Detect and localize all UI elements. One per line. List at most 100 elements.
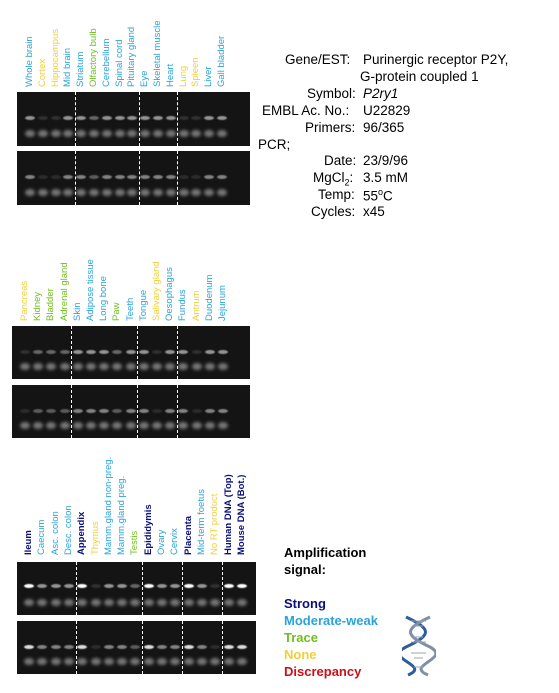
product-band xyxy=(223,645,234,649)
legend-strong: Strong xyxy=(284,596,326,611)
product-band xyxy=(165,409,176,413)
primer-band xyxy=(20,422,30,429)
primer-band xyxy=(143,658,154,665)
lane-label: Liver xyxy=(203,66,215,87)
primer-band xyxy=(191,422,202,429)
primer-band xyxy=(37,658,48,665)
product-band xyxy=(90,645,101,649)
primer-band xyxy=(170,658,181,665)
product-band xyxy=(50,175,61,179)
product-band xyxy=(204,116,215,120)
product-band xyxy=(191,350,202,354)
legend-subtitle: signal: xyxy=(284,562,326,577)
lane-separator xyxy=(181,621,183,674)
lane-label: Caecum xyxy=(36,519,48,555)
primer-band xyxy=(114,189,125,196)
lane-label: Mid brain xyxy=(62,47,74,87)
primer-band xyxy=(236,599,247,606)
product-band xyxy=(157,584,167,588)
primer-band xyxy=(50,130,61,137)
product-band xyxy=(130,645,141,649)
primer-band xyxy=(223,599,234,606)
product-band xyxy=(20,409,30,413)
lane-label: Duodenum xyxy=(203,274,215,321)
product-band xyxy=(37,645,48,649)
temp-key: Temp: xyxy=(318,187,355,202)
primer-band xyxy=(37,130,48,137)
lane-label: Spleen xyxy=(190,57,202,87)
product-band xyxy=(117,584,128,588)
primer-band xyxy=(130,599,141,606)
primer-band xyxy=(90,599,101,606)
lane-separator xyxy=(181,562,183,615)
product-band xyxy=(153,175,163,179)
product-band xyxy=(33,409,44,413)
lane-label: Kidney xyxy=(32,291,44,321)
primer-band xyxy=(76,189,87,196)
primer-band xyxy=(210,658,221,665)
product-band xyxy=(90,584,101,588)
product-band xyxy=(50,584,61,588)
primer-band xyxy=(72,363,83,370)
lane-label: Human DNA (Top) xyxy=(222,474,234,555)
primer-band xyxy=(130,658,141,665)
product-band xyxy=(59,350,70,354)
gel-image-top xyxy=(17,92,250,146)
primer-band xyxy=(191,363,202,370)
product-band xyxy=(50,116,61,120)
product-band xyxy=(77,584,88,588)
product-band xyxy=(76,175,87,179)
gene-key: Gene/EST: xyxy=(285,52,351,67)
product-band xyxy=(204,175,215,179)
lane-label: Heart xyxy=(164,63,176,87)
lane-label: Skin xyxy=(71,302,83,321)
gel-image-top xyxy=(17,562,256,615)
legend-discrepancy: Discrepancy xyxy=(284,664,362,679)
primer-band xyxy=(112,422,123,429)
primer-band xyxy=(152,363,162,370)
gene-value-2: G-protein coupled 1 xyxy=(360,69,479,84)
lane-label: Spinal cord xyxy=(113,39,125,87)
primer-band xyxy=(178,189,189,196)
product-band xyxy=(112,409,123,413)
primer-band xyxy=(112,363,123,370)
primer-band xyxy=(50,658,61,665)
gel-image-bottom xyxy=(17,621,256,674)
lane-separator xyxy=(74,151,76,205)
product-band xyxy=(143,584,154,588)
product-band xyxy=(127,175,138,179)
primer-band xyxy=(103,599,114,606)
product-band xyxy=(236,645,247,649)
legend-title: Amplification xyxy=(284,545,367,560)
gene-value: Purinergic receptor P2Y, xyxy=(363,52,509,67)
mgcl-key: MgCl2: xyxy=(313,170,354,188)
product-band xyxy=(178,350,189,354)
product-band xyxy=(183,584,194,588)
lane-label: Bladder xyxy=(45,288,57,321)
primer-band xyxy=(89,189,99,196)
cycles-value: x45 xyxy=(363,204,385,219)
product-band xyxy=(59,409,70,413)
product-band xyxy=(77,645,88,649)
lane-label: Adrenal gland xyxy=(58,262,70,321)
primer-band xyxy=(157,658,167,665)
product-band xyxy=(117,645,128,649)
product-band xyxy=(114,116,125,120)
primer-band xyxy=(140,189,151,196)
pcr-label: PCR; xyxy=(258,137,291,152)
primer-band xyxy=(178,130,189,137)
product-band xyxy=(165,350,176,354)
primer-band xyxy=(138,363,149,370)
product-band xyxy=(170,645,181,649)
primer-band xyxy=(165,422,176,429)
primer-band xyxy=(152,422,162,429)
primer-band xyxy=(127,189,138,196)
lane-label: Long bone xyxy=(98,276,110,321)
lane-label: Antrum xyxy=(190,290,202,321)
product-band xyxy=(46,409,57,413)
product-band xyxy=(127,116,138,120)
product-band xyxy=(37,175,48,179)
primers-key: Primers: xyxy=(305,120,356,135)
lane-label: Striatum xyxy=(75,51,87,87)
lane-separator xyxy=(138,151,140,205)
